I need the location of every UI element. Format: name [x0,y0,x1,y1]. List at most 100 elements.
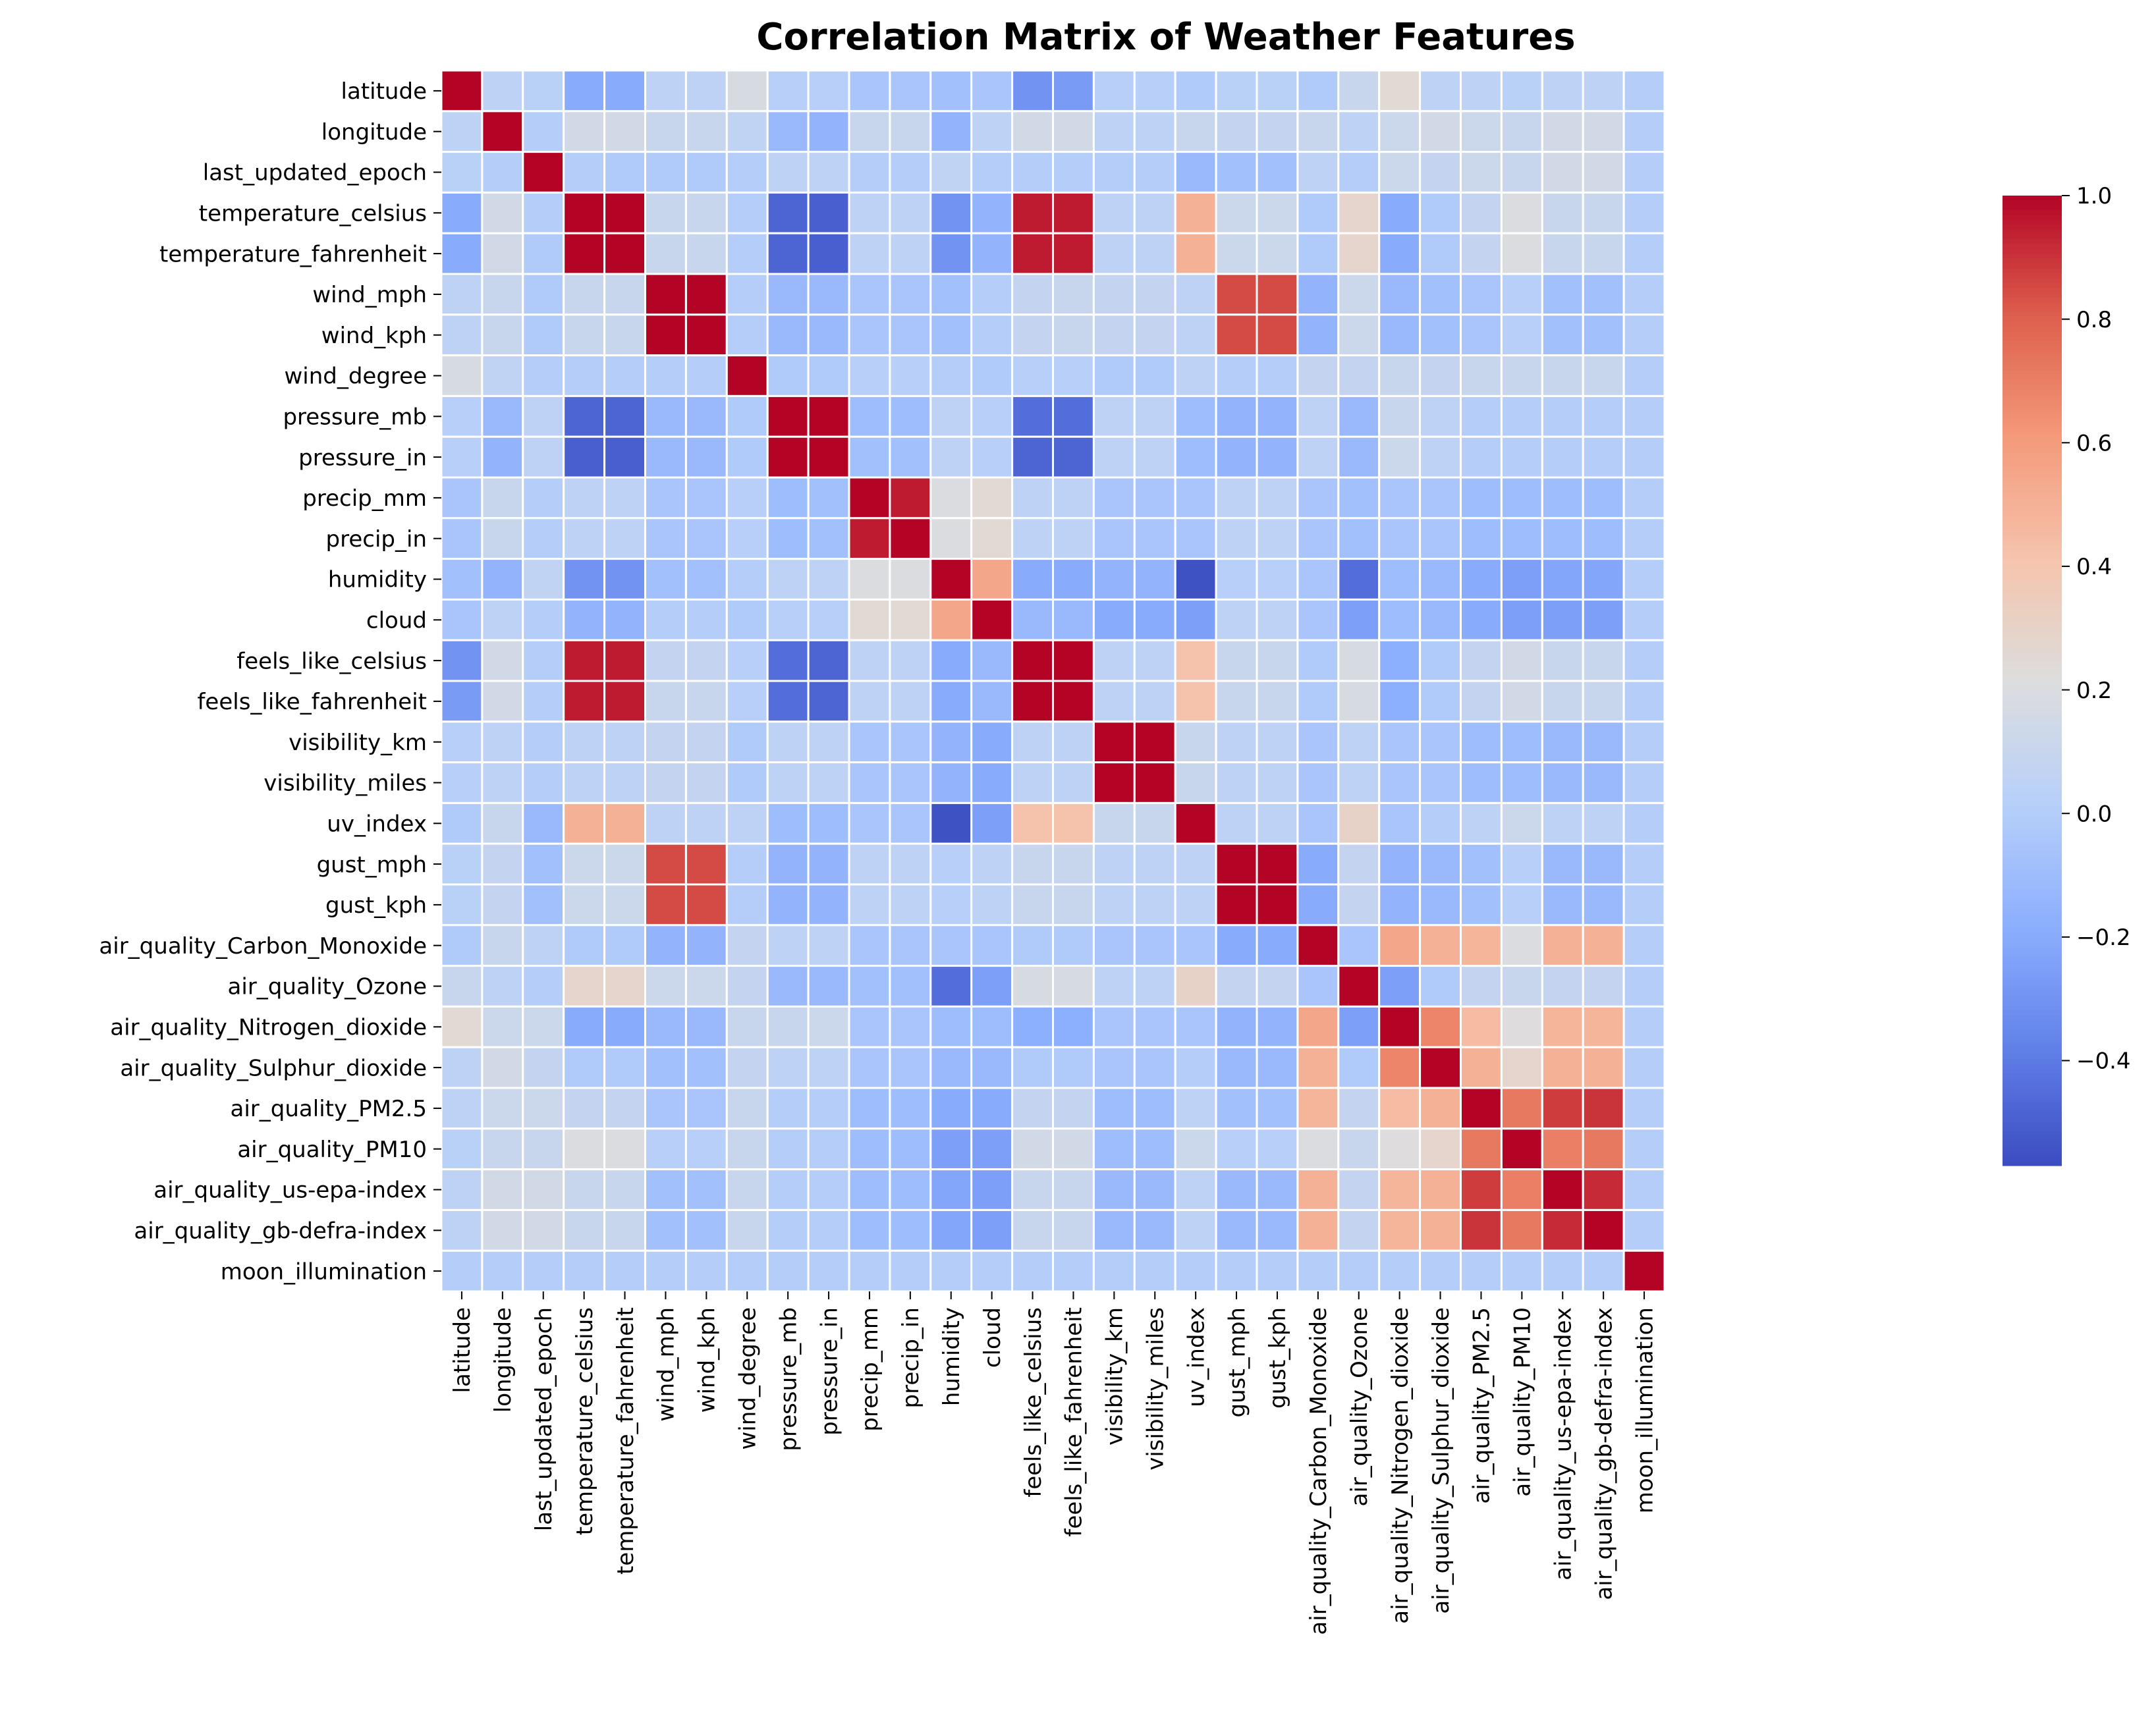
heatmap-cell [1419,191,1462,234]
heatmap-cell [1052,680,1095,723]
colorbar-strip [2003,506,2062,512]
heatmap-cell [440,476,484,520]
heatmap-cell [1174,801,1217,845]
heatmap-cell [889,1249,932,1293]
x-tick-label: longitude [490,1307,516,1413]
heatmap-cell [1622,598,1666,641]
heatmap-cell [725,517,769,560]
heatmap-cell [807,680,850,723]
heatmap-cell [1460,924,1503,967]
heatmap-cell [1052,110,1095,153]
heatmap-cell [1215,151,1258,194]
heatmap-cell [1622,435,1666,479]
heatmap-cell [807,1087,850,1130]
heatmap-cell [1541,191,1584,234]
heatmap-cell [1378,801,1422,845]
heatmap-cell [1500,110,1543,153]
heatmap-cell [929,517,973,560]
colorbar-strip [2003,559,2062,565]
heatmap-cell [522,273,565,316]
colorbar-strip [2003,860,2062,865]
heatmap-cell [1500,924,1543,967]
heatmap-cell [1378,435,1422,479]
heatmap-cell [766,680,810,723]
heatmap-cell [1541,761,1584,804]
heatmap-cell [1582,639,1625,682]
heatmap-cell [1500,313,1543,357]
colorbar-strip [2003,1141,2062,1147]
heatmap-cell [603,924,646,967]
colorbar-tick-label: 0.6 [2076,431,2112,457]
heatmap-cell [1378,680,1422,723]
heatmap-cell [848,883,891,927]
heatmap-cell [440,680,484,723]
heatmap-cell [1541,842,1584,886]
heatmap-cell [807,517,850,560]
heatmap-cell [1092,1005,1136,1048]
colorbar-strip [2003,569,2062,575]
heatmap-cell [1296,639,1340,682]
heatmap-cell [1460,1208,1503,1252]
heatmap-cell [929,232,973,275]
heatmap-cell [1133,924,1176,967]
heatmap-cell [603,1046,646,1089]
heatmap-cell [1296,1249,1340,1293]
heatmap-cell [481,558,524,601]
x-tick-label: air_quality_PM10 [1510,1307,1536,1497]
heatmap-cell [1256,435,1299,479]
heatmap-cell [481,191,524,234]
heatmap-cell [603,639,646,682]
heatmap-cell [970,151,1014,194]
heatmap-cell [1419,1087,1462,1130]
heatmap-cell [1500,1168,1543,1211]
x-tick-label: latitude [449,1307,476,1393]
heatmap-cell [644,1208,687,1252]
heatmap-cell [1052,761,1095,804]
heatmap-cell [522,883,565,927]
colorbar-strip [2003,777,2062,783]
heatmap-cell [1500,965,1543,1008]
heatmap-cell [1378,313,1422,357]
colorbar-strip [2003,656,2062,662]
colorbar-strip [2003,961,2062,967]
heatmap-cell [1174,639,1217,682]
heatmap-cell [1419,1208,1462,1252]
colorbar-strip [2003,806,2062,812]
heatmap-cell [1460,598,1503,641]
colorbar-strip [2003,904,2062,909]
colorbar-strip [2003,428,2062,434]
heatmap-cell [1541,232,1584,275]
heatmap-cell [848,435,891,479]
heatmap-cell [1174,1208,1217,1252]
colorbar-strip [2003,990,2062,996]
heatmap-cell [848,1249,891,1293]
heatmap-cell [644,598,687,641]
heatmap-cell [1011,110,1054,153]
heatmap-cell [481,354,524,397]
heatmap-cell [1378,761,1422,804]
heatmap-cell [848,1168,891,1211]
heatmap-cell [1296,110,1340,153]
heatmap-cell [889,1127,932,1171]
heatmap-cell [848,598,891,641]
heatmap-cell [1622,69,1666,113]
heatmap-cell [929,801,973,845]
heatmap-cell [1052,1087,1095,1130]
heatmap-cell [1460,1046,1503,1089]
heatmap-cell [1500,1208,1543,1252]
heatmap-cell [563,1168,606,1211]
heatmap-cell [481,273,524,316]
heatmap-cell [1256,151,1299,194]
heatmap-cell [1337,69,1381,113]
heatmap-cell [1622,273,1666,316]
heatmap-cell [1541,1168,1584,1211]
heatmap-cell [929,639,973,682]
heatmap-cell [1582,965,1625,1008]
heatmap-cell [1460,394,1503,438]
heatmap-cell [1215,1005,1258,1048]
heatmap-cell [970,1087,1014,1130]
y-tick-label: visibility_km [289,730,427,756]
heatmap-cell [684,354,728,397]
heatmap-cell [889,1087,932,1130]
heatmap-cell [1296,232,1340,275]
